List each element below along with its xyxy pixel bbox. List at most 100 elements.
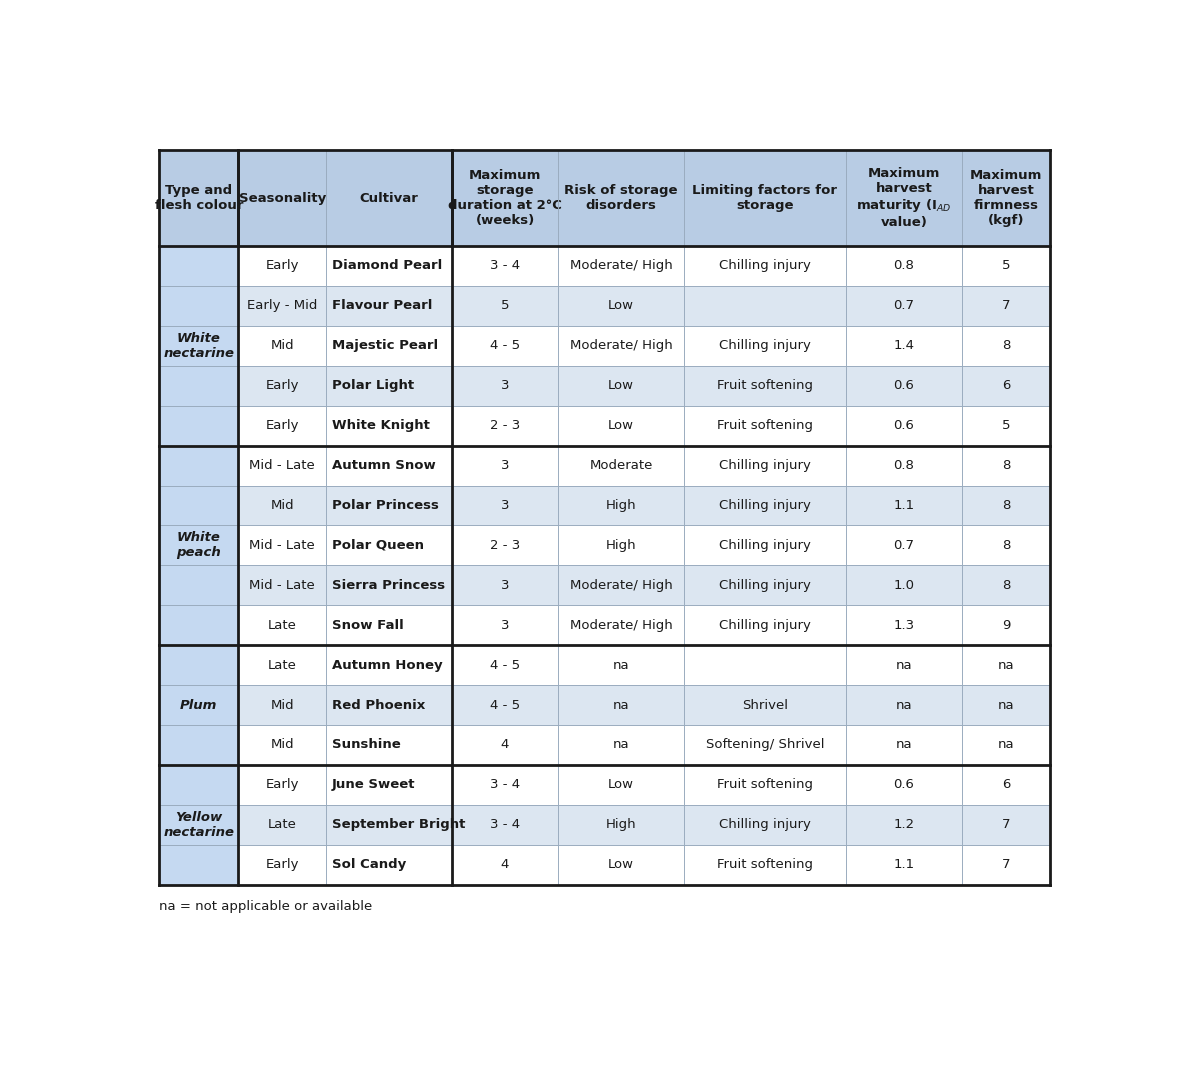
Bar	[327, 765, 452, 805]
Bar	[683, 486, 846, 526]
Bar	[962, 366, 1050, 406]
Bar	[238, 246, 327, 286]
Text: Shrivel: Shrivel	[742, 699, 788, 712]
Bar	[238, 805, 327, 845]
Bar	[683, 765, 846, 805]
Bar	[558, 685, 683, 725]
Text: 0.7: 0.7	[893, 539, 914, 552]
Text: Mid: Mid	[270, 699, 294, 712]
Text: Plum: Plum	[181, 699, 217, 712]
Bar	[962, 526, 1050, 565]
Text: 0.6: 0.6	[893, 419, 914, 432]
Text: 1.4: 1.4	[893, 339, 914, 352]
Bar	[846, 150, 962, 246]
Text: 1.1: 1.1	[893, 859, 914, 872]
Bar	[846, 406, 962, 446]
Text: 7: 7	[1002, 299, 1010, 312]
Text: Softening/ Shrivel: Softening/ Shrivel	[706, 739, 824, 752]
Text: 3 - 4: 3 - 4	[490, 819, 520, 832]
Text: 8: 8	[1002, 459, 1010, 472]
Bar	[327, 326, 452, 366]
Text: Late: Late	[268, 619, 296, 632]
Bar	[846, 845, 962, 885]
Bar	[452, 366, 558, 406]
Text: Fruit softening: Fruit softening	[716, 779, 813, 792]
Bar	[558, 565, 683, 605]
Text: Mid - Late: Mid - Late	[249, 459, 315, 472]
Bar	[962, 805, 1050, 845]
Text: Late: Late	[268, 659, 296, 672]
Text: Sunshine: Sunshine	[332, 739, 401, 752]
Bar	[159, 246, 238, 446]
Bar	[558, 526, 683, 565]
Bar	[558, 486, 683, 526]
Text: Chilling injury: Chilling injury	[719, 819, 811, 832]
Text: Moderate/ High: Moderate/ High	[570, 339, 673, 352]
Bar	[452, 565, 558, 605]
Text: Moderate/ High: Moderate/ High	[570, 619, 673, 632]
Text: White Knight: White Knight	[332, 419, 430, 432]
Text: Chilling injury: Chilling injury	[719, 499, 811, 512]
Text: 0.6: 0.6	[893, 779, 914, 792]
Text: Mid: Mid	[270, 339, 294, 352]
Bar	[962, 685, 1050, 725]
Text: Limiting factors for
storage: Limiting factors for storage	[693, 185, 838, 212]
Bar	[452, 406, 558, 446]
Bar	[962, 845, 1050, 885]
Text: High: High	[605, 539, 636, 552]
Bar	[452, 645, 558, 685]
Text: 7: 7	[1002, 859, 1010, 872]
Text: Diamond Pearl: Diamond Pearl	[332, 259, 442, 272]
Text: na: na	[612, 739, 629, 752]
Bar	[846, 486, 962, 526]
Text: Sierra Princess: Sierra Princess	[332, 579, 445, 592]
Text: 3: 3	[500, 619, 510, 632]
Text: White
nectarine: White nectarine	[163, 332, 235, 360]
Bar	[238, 565, 327, 605]
Bar	[846, 326, 962, 366]
Bar	[683, 526, 846, 565]
Bar	[558, 765, 683, 805]
Text: Type and
flesh colour: Type and flesh colour	[155, 185, 243, 212]
Text: Late: Late	[268, 819, 296, 832]
Text: 2 - 3: 2 - 3	[490, 419, 520, 432]
Text: 8: 8	[1002, 339, 1010, 352]
Bar	[558, 406, 683, 446]
Text: Chilling injury: Chilling injury	[719, 459, 811, 472]
Text: June Sweet: June Sweet	[332, 779, 415, 792]
Text: na: na	[998, 739, 1015, 752]
Bar	[238, 725, 327, 765]
Text: Moderate/ High: Moderate/ High	[570, 579, 673, 592]
Bar	[452, 150, 558, 246]
Bar	[238, 765, 327, 805]
Bar	[962, 150, 1050, 246]
Bar	[846, 366, 962, 406]
Bar	[452, 446, 558, 486]
Text: Flavour Pearl: Flavour Pearl	[332, 299, 432, 312]
Bar	[452, 725, 558, 765]
Text: Polar Light: Polar Light	[332, 379, 414, 392]
Bar	[327, 150, 452, 246]
Bar	[238, 406, 327, 446]
Bar	[683, 845, 846, 885]
Bar	[159, 446, 238, 645]
Text: 8: 8	[1002, 499, 1010, 512]
Text: Mid: Mid	[270, 499, 294, 512]
Bar	[238, 685, 327, 725]
Bar	[683, 565, 846, 605]
Bar	[962, 246, 1050, 286]
Text: Cultivar: Cultivar	[360, 192, 419, 205]
Bar	[558, 150, 683, 246]
Bar	[327, 246, 452, 286]
Text: 4 - 5: 4 - 5	[490, 659, 520, 672]
Text: White
peach: White peach	[177, 531, 221, 559]
Text: Mid: Mid	[270, 739, 294, 752]
Bar	[962, 326, 1050, 366]
Text: Early - Mid: Early - Mid	[247, 299, 317, 312]
Text: 3: 3	[500, 579, 510, 592]
Text: 8: 8	[1002, 579, 1010, 592]
Text: Risk of storage
disorders: Risk of storage disorders	[564, 185, 677, 212]
Text: Autumn Snow: Autumn Snow	[332, 459, 435, 472]
Bar	[159, 765, 238, 885]
Text: High: High	[605, 819, 636, 832]
